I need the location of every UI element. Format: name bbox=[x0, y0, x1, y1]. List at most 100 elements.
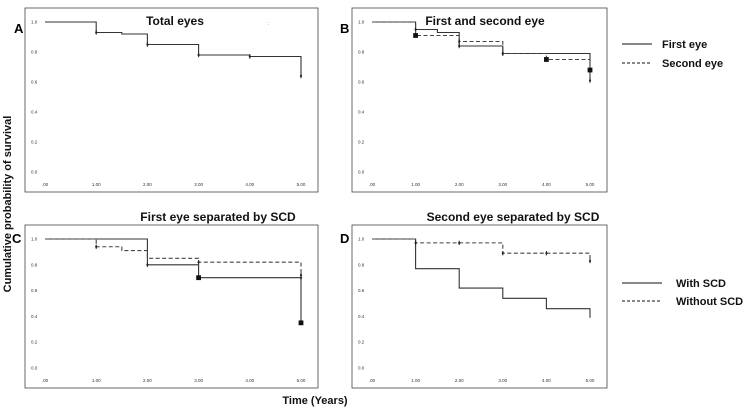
y-tick-label: 0.0 bbox=[31, 170, 38, 175]
y-tick-label: 0.0 bbox=[358, 170, 365, 175]
censor-dot bbox=[248, 55, 251, 58]
y-tick-label: 0.2 bbox=[31, 140, 38, 145]
event-marker bbox=[298, 320, 304, 326]
legend-eye: First eye Second eye bbox=[622, 39, 723, 70]
x-tick-label: 2.00 bbox=[143, 378, 152, 383]
x-tick-label: 2.00 bbox=[455, 182, 464, 187]
x-tick-label: .00 bbox=[369, 182, 376, 187]
x-tick-label: 1.00 bbox=[92, 378, 101, 383]
y-tick-label: 0.2 bbox=[358, 140, 365, 145]
y-tick-label: 0.0 bbox=[358, 366, 365, 371]
x-tick-label: .00 bbox=[369, 378, 376, 383]
censor-dot bbox=[588, 79, 592, 82]
x-tick-label: 4.00 bbox=[542, 182, 551, 187]
panel-letter: C bbox=[12, 231, 22, 246]
x-tick-label: 1.00 bbox=[411, 182, 420, 187]
y-tick-label: 0.6 bbox=[358, 80, 365, 85]
plot-frame bbox=[351, 7, 608, 193]
censor-dot bbox=[146, 43, 149, 46]
legend-without-scd: Without SCD bbox=[676, 296, 743, 308]
y-tick-label: 0.4 bbox=[31, 314, 38, 319]
censor-dot bbox=[545, 252, 548, 255]
censor-dot bbox=[458, 44, 461, 48]
survival-curve-second-eye bbox=[372, 21, 591, 70]
panel-title: First eye separated by SCD bbox=[140, 210, 296, 224]
y-tick-label: 0.2 bbox=[358, 340, 365, 345]
x-tick-label: 4.00 bbox=[245, 182, 254, 187]
y-tick-label: 0.0 bbox=[31, 366, 38, 371]
y-tick-label: 1.0 bbox=[31, 237, 38, 242]
y-tick-label: 0.4 bbox=[358, 314, 365, 319]
y-tick-label: 1.0 bbox=[358, 237, 365, 242]
x-tick-label: 5.00 bbox=[297, 182, 306, 187]
censor-dot bbox=[299, 276, 303, 279]
panel-d: D Second eye separated by SCD 0.0 0.2 0.4 0.6… bbox=[340, 210, 608, 389]
survival-curve-with-scd bbox=[372, 238, 591, 318]
x-tick-label: 5.00 bbox=[586, 182, 595, 187]
censor-dot bbox=[146, 263, 149, 266]
censor-dot bbox=[501, 252, 504, 255]
y-axis-label: Cumulative probability of survival bbox=[2, 116, 14, 293]
y-tick-label: 0.8 bbox=[358, 50, 365, 55]
panel-letter: A bbox=[14, 21, 24, 36]
x-tick-label: 1.00 bbox=[411, 378, 420, 383]
y-tick-label: 0.8 bbox=[31, 50, 38, 55]
x-tick-label: 5.00 bbox=[586, 378, 595, 383]
legend-scd: With SCD Without SCD bbox=[622, 278, 743, 308]
censor-dot bbox=[414, 28, 417, 31]
censor-dot bbox=[95, 245, 98, 248]
plot-frame bbox=[24, 7, 319, 193]
x-tick-label: 3.00 bbox=[194, 378, 203, 383]
panel-c: C First eye separated by SCD 0.0 0.2 0.4 0.6 0… bbox=[12, 210, 319, 389]
x-tick-label: .00 bbox=[42, 182, 49, 187]
x-tick-label: 5.00 bbox=[297, 378, 306, 383]
plot-frame bbox=[351, 224, 608, 389]
legend-first-eye: First eye bbox=[662, 39, 707, 51]
censor-dot bbox=[458, 40, 461, 43]
x-tick-label: 4.00 bbox=[245, 378, 254, 383]
y-tick-label: 1.0 bbox=[358, 20, 365, 25]
legend-with-scd: With SCD bbox=[676, 278, 726, 290]
panel-letter: D bbox=[340, 231, 349, 246]
panel-title: Total eyes bbox=[146, 14, 204, 28]
y-tick-label: 0.8 bbox=[358, 262, 365, 267]
event-marker bbox=[196, 275, 201, 281]
panel-title: First and second eye bbox=[425, 14, 545, 28]
y-tick-label: 1.0 bbox=[31, 20, 38, 25]
y-tick-label: 0.4 bbox=[31, 110, 38, 115]
panel-title: Second eye separated by SCD bbox=[427, 210, 600, 224]
y-tick-label: 0.6 bbox=[31, 288, 38, 293]
censor-dot bbox=[588, 259, 592, 263]
x-tick-label: 3.00 bbox=[498, 182, 507, 187]
x-axis-label: Time (Years) bbox=[282, 395, 348, 407]
censor-dot bbox=[501, 52, 504, 55]
censor-dot bbox=[299, 74, 303, 78]
x-tick-label: 4.00 bbox=[542, 378, 551, 383]
legend-second-eye: Second eye bbox=[662, 58, 723, 70]
x-tick-label: 3.00 bbox=[194, 182, 203, 187]
y-tick-label: 0.4 bbox=[358, 110, 365, 115]
survival-curve-without-scd bbox=[45, 238, 302, 276]
censor-dot bbox=[197, 261, 200, 264]
panel-letter: B bbox=[340, 21, 349, 36]
x-tick-label: 2.00 bbox=[455, 378, 464, 383]
event-marker bbox=[544, 57, 549, 62]
x-tick-label: 1.00 bbox=[92, 182, 101, 187]
censor-dot bbox=[95, 31, 98, 34]
plot-frame bbox=[24, 224, 319, 389]
panel-b: B First and second eye 0.0 0.2 0.4 0.6 0.8 1.0.… bbox=[340, 7, 608, 193]
panel-a: A Total eyes: 0.0 0.2 0.4 0.6 0.8 1.0 .00 1.00 2.0… bbox=[14, 7, 319, 193]
y-tick-label: 0.2 bbox=[31, 340, 38, 345]
y-tick-label: 0.6 bbox=[358, 288, 365, 293]
x-tick-label: .00 bbox=[42, 378, 49, 383]
event-marker bbox=[587, 67, 593, 73]
y-tick-label: 0.6 bbox=[31, 80, 38, 85]
censor-dot bbox=[197, 53, 200, 57]
censor-dot bbox=[458, 241, 461, 244]
corner-mark: : bbox=[268, 21, 269, 26]
censor-dot bbox=[414, 241, 417, 244]
censor-dot bbox=[299, 274, 303, 277]
event-marker bbox=[413, 33, 418, 38]
